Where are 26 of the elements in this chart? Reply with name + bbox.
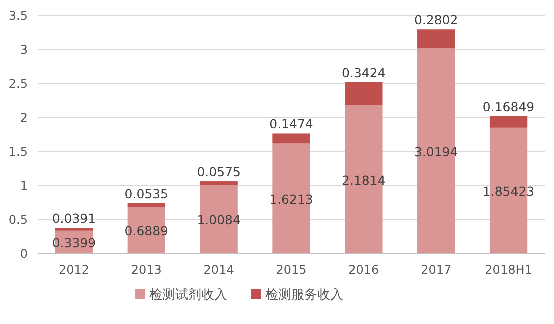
data-label: 0.0391 xyxy=(52,211,96,226)
y-tick-label: 2 xyxy=(20,111,28,125)
data-label: 0.1474 xyxy=(270,116,314,132)
data-label: 0.2802 xyxy=(414,12,458,28)
x-tick-label: 2013 xyxy=(131,263,162,277)
x-tick-label: 2018H1 xyxy=(485,263,532,277)
data-label: 0.0575 xyxy=(197,164,241,180)
data-label: 3.0194 xyxy=(414,144,458,160)
x-tick-label: 2014 xyxy=(204,263,234,277)
x-tick-label: 2015 xyxy=(276,263,307,277)
data-label: 0.0535 xyxy=(124,186,169,202)
y-tick-label: 3.5 xyxy=(8,9,28,23)
legend-label: 检测试剂收入 xyxy=(150,287,228,303)
data-label: 0.3424 xyxy=(342,65,386,80)
x-tick-label: 2012 xyxy=(58,263,90,277)
x-tick-label: 2016 xyxy=(348,263,380,277)
y-tick-label: 0 xyxy=(20,247,28,261)
legend-label: 检测服务收入 xyxy=(266,288,344,303)
data-label: 1.0084 xyxy=(197,212,241,228)
y-tick-label: 3 xyxy=(20,43,28,57)
y-tick-label: 1 xyxy=(20,179,28,193)
data-label: 0.16849 xyxy=(482,99,535,114)
y-tick-label: 2.5 xyxy=(8,77,28,91)
y-tick-label: 0.5 xyxy=(8,213,28,227)
y-tick-label: 1.5 xyxy=(8,145,28,159)
x-tick-label: 2017 xyxy=(421,263,452,277)
